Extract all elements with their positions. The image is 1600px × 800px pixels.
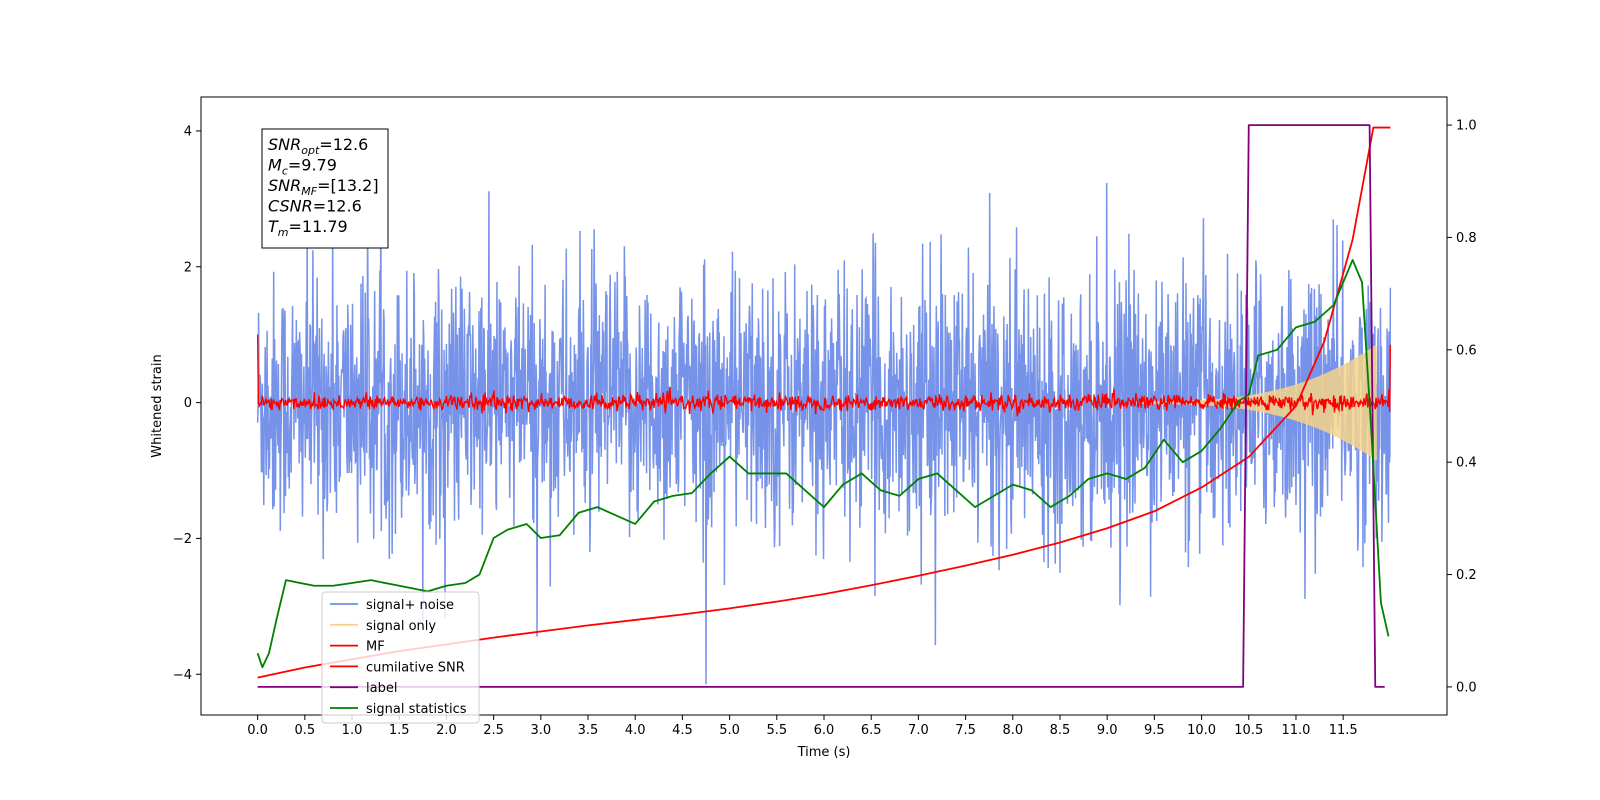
x-tick-label: 1.5 [389, 723, 410, 738]
x-tick-label: 7.0 [908, 723, 929, 738]
y2-tick-label: 0.8 [1456, 231, 1477, 246]
legend-label: label [366, 681, 397, 696]
y2-tick-label: 0.2 [1456, 568, 1477, 583]
y-tick-label: 4 [184, 124, 192, 139]
x-tick-label: 1.0 [342, 723, 363, 738]
x-tick-label: 5.5 [766, 723, 787, 738]
y2-tick-label: 1.0 [1456, 119, 1477, 134]
x-tick-label: 0.0 [247, 723, 268, 738]
x-tick-label: 10.0 [1187, 723, 1216, 738]
legend-label: signal statistics [366, 702, 467, 717]
annotation-line: Mc=9.79 [268, 156, 337, 178]
axis-ticks: 0.0 0.5 1.0 1.5 2.0 2.5 3.0 3.5 4.0 4.5 5.0 5.5 6.0 6… [173, 119, 1477, 738]
y-tick-label: −4 [173, 668, 192, 683]
y2-tick-label: 0.6 [1456, 343, 1477, 358]
x-tick-label: 0.5 [294, 723, 315, 738]
x-axis-label: Time (s) [797, 745, 851, 760]
y-axis-label: Whitened strain [150, 354, 165, 457]
legend-label: MF [366, 640, 385, 655]
x-tick-label: 4.0 [625, 723, 646, 738]
legend-frame [321, 591, 480, 724]
y2-tick-label: 0.0 [1456, 680, 1477, 695]
x-tick-label: 10.5 [1234, 723, 1263, 738]
x-tick-label: 3.0 [530, 723, 551, 738]
annotation-line: Tm=11.79 [268, 217, 348, 239]
series-signal-statistics [256, 259, 1390, 669]
x-tick-label: 2.0 [436, 723, 457, 738]
annotation-frame [261, 128, 389, 249]
series-signal-noise [256, 156, 1392, 685]
x-tick-label: 11.5 [1329, 723, 1358, 738]
x-tick-label: 6.0 [814, 723, 835, 738]
series-mf [256, 334, 1392, 417]
x-tick-label: 8.0 [1002, 723, 1023, 738]
annotation-box: SNRopt=12.6Mc=9.79SNRMF=[13.2]CSNR=12.6T… [261, 128, 389, 249]
y-tick-label: 2 [184, 260, 192, 275]
annotation-line: SNRMF=[13.2] [268, 176, 379, 198]
y-tick-label: −2 [173, 532, 192, 547]
legend-label: signal only [366, 619, 436, 634]
legend-label: cumilative SNR [366, 660, 465, 675]
x-tick-label: 2.5 [483, 723, 504, 738]
x-tick-label: 8.5 [1050, 723, 1071, 738]
y2-tick-label: 0.4 [1456, 456, 1477, 471]
annotation-line: CSNR=12.6 [268, 197, 362, 216]
legend: signal+ noise signal only MF cumilative SNR… [321, 591, 480, 724]
x-tick-label: 3.5 [578, 723, 599, 738]
x-tick-label: 7.5 [955, 723, 976, 738]
x-tick-label: 9.0 [1097, 723, 1118, 738]
x-tick-label: 5.0 [719, 723, 740, 738]
x-tick-label: 4.5 [672, 723, 693, 738]
series-label [257, 124, 1385, 688]
x-tick-label: 9.5 [1144, 723, 1165, 738]
annotation-line: SNRopt=12.6 [268, 135, 368, 157]
y-tick-label: 0 [184, 396, 192, 411]
x-tick-label: 6.5 [861, 723, 882, 738]
legend-label: signal+ noise [366, 598, 454, 613]
x-tick-label: 11.0 [1281, 723, 1310, 738]
